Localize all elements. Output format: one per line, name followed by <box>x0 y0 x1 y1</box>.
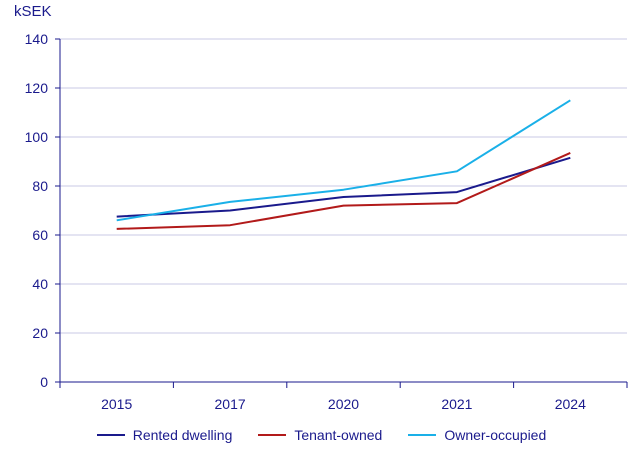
tick-labels: 0 20 40 60 80 100 120 140 2015 2017 2020 2021 2024 <box>25 31 586 412</box>
legend-label: Rented dwelling <box>132 427 233 443</box>
x-tick-label: 2021 <box>441 396 472 412</box>
y-tick-label: 0 <box>40 374 48 390</box>
series-line-tenant-owned <box>116 151 571 230</box>
y-tick-label: 120 <box>25 80 49 96</box>
x-tick-label: 2017 <box>215 396 246 412</box>
y-tick-label: 100 <box>25 129 49 145</box>
legend-item: Owner-occupied <box>408 427 546 443</box>
legend-label: Owner-occupied <box>444 427 547 443</box>
legend-swatch <box>258 434 287 436</box>
legend-swatch <box>96 434 125 436</box>
legend-label: Tenant-owned <box>294 427 383 443</box>
axes <box>55 38 628 388</box>
y-tick-label: 140 <box>25 31 49 47</box>
x-tick-label: 2015 <box>101 396 132 412</box>
y-axis-unit-label: kSEK <box>14 3 52 20</box>
legend-item: Tenant-owned <box>258 427 382 443</box>
legend-swatch <box>408 434 437 436</box>
legend-item: Rented dwelling <box>96 427 233 443</box>
series-line-owner-occupied <box>116 99 571 222</box>
x-tick-label: 2024 <box>555 396 586 412</box>
gridlines <box>60 38 627 334</box>
y-tick-label: 80 <box>32 178 48 194</box>
y-tick-label: 40 <box>32 276 48 292</box>
x-tick-label: 2020 <box>328 396 359 412</box>
series-lines <box>116 99 571 230</box>
chart-legend: Rented dwelling Tenant-owned Owner-occupie… <box>0 427 643 443</box>
y-tick-label: 20 <box>32 325 48 341</box>
y-tick-label: 60 <box>32 227 48 243</box>
series-line-rented-dwelling <box>116 156 571 218</box>
